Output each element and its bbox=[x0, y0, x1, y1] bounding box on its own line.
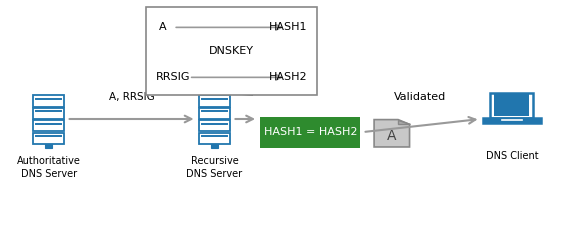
Bar bbox=[491, 93, 533, 118]
Bar bbox=[483, 118, 541, 123]
Bar bbox=[199, 133, 230, 144]
Bar bbox=[494, 94, 530, 116]
Bar bbox=[210, 144, 219, 148]
Bar bbox=[33, 108, 65, 119]
Bar bbox=[146, 7, 317, 95]
Text: DNSKEY: DNSKEY bbox=[179, 75, 221, 85]
Text: Authoritative
DNS Server: Authoritative DNS Server bbox=[17, 156, 81, 179]
Text: RRSIG: RRSIG bbox=[156, 72, 190, 82]
Text: DNSKEY: DNSKEY bbox=[209, 46, 254, 56]
Bar bbox=[199, 120, 230, 131]
Text: HASH1 = HASH2: HASH1 = HASH2 bbox=[264, 127, 357, 137]
Text: Validated: Validated bbox=[394, 92, 447, 102]
Text: A: A bbox=[158, 22, 166, 32]
Text: DNS Client: DNS Client bbox=[486, 151, 538, 161]
Text: A, RRSIG: A, RRSIG bbox=[109, 92, 154, 102]
Bar bbox=[33, 95, 65, 107]
Text: HASH1: HASH1 bbox=[269, 22, 307, 32]
Text: A: A bbox=[387, 129, 396, 143]
Bar bbox=[199, 108, 230, 119]
Bar bbox=[33, 133, 65, 144]
Polygon shape bbox=[374, 119, 410, 147]
Bar bbox=[33, 120, 65, 131]
Bar bbox=[199, 95, 230, 107]
Bar bbox=[45, 144, 53, 148]
Polygon shape bbox=[398, 119, 410, 124]
Text: HASH2: HASH2 bbox=[268, 72, 307, 82]
Text: Recursive
DNS Server: Recursive DNS Server bbox=[186, 156, 243, 179]
Bar bbox=[260, 117, 360, 148]
